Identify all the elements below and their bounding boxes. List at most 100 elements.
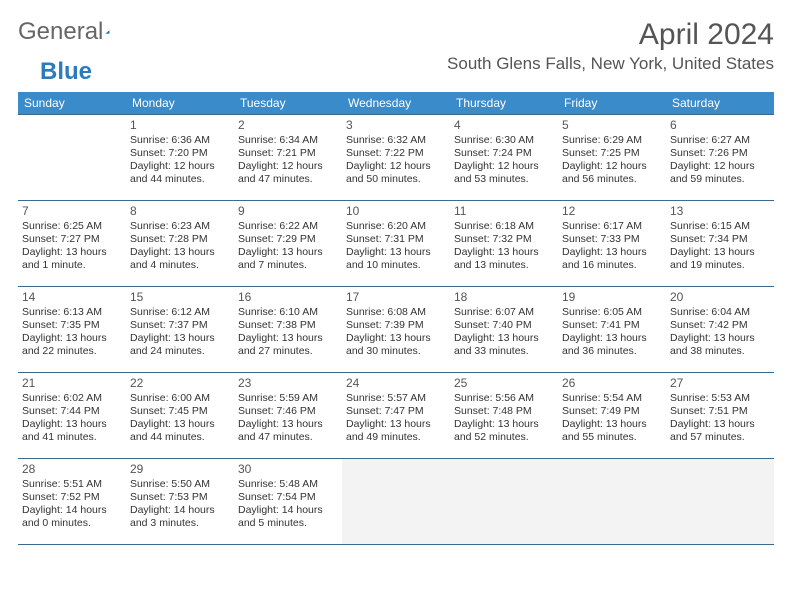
sunset-text: Sunset: 7:48 PM — [454, 405, 554, 418]
sunrise-text: Sunrise: 6:12 AM — [130, 306, 230, 319]
day-number: 3 — [346, 118, 446, 133]
daylight-text: Daylight: 12 hours — [130, 160, 230, 173]
daylight-text: Daylight: 14 hours — [22, 504, 122, 517]
day-header: Saturday — [666, 92, 774, 115]
day-number: 5 — [562, 118, 662, 133]
sunset-text: Sunset: 7:42 PM — [670, 319, 770, 332]
sunset-text: Sunset: 7:53 PM — [130, 491, 230, 504]
daylight-text: and 44 minutes. — [130, 173, 230, 186]
sunrise-text: Sunrise: 6:10 AM — [238, 306, 338, 319]
calendar-cell: 3Sunrise: 6:32 AMSunset: 7:22 PMDaylight… — [342, 115, 450, 201]
daylight-text: Daylight: 13 hours — [130, 418, 230, 431]
daylight-text: and 7 minutes. — [238, 259, 338, 272]
daylight-text: and 10 minutes. — [346, 259, 446, 272]
calendar-cell: 7Sunrise: 6:25 AMSunset: 7:27 PMDaylight… — [18, 201, 126, 287]
day-number: 4 — [454, 118, 554, 133]
sunset-text: Sunset: 7:44 PM — [22, 405, 122, 418]
calendar-cell: 10Sunrise: 6:20 AMSunset: 7:31 PMDayligh… — [342, 201, 450, 287]
day-header: Thursday — [450, 92, 558, 115]
day-number: 16 — [238, 290, 338, 305]
daylight-text: and 27 minutes. — [238, 345, 338, 358]
calendar-cell: 18Sunrise: 6:07 AMSunset: 7:40 PMDayligh… — [450, 287, 558, 373]
daylight-text: Daylight: 13 hours — [562, 332, 662, 345]
sunrise-text: Sunrise: 5:51 AM — [22, 478, 122, 491]
daylight-text: Daylight: 13 hours — [562, 418, 662, 431]
daylight-text: Daylight: 13 hours — [670, 332, 770, 345]
daylight-text: Daylight: 13 hours — [670, 418, 770, 431]
sunset-text: Sunset: 7:25 PM — [562, 147, 662, 160]
daylight-text: Daylight: 14 hours — [238, 504, 338, 517]
sunrise-text: Sunrise: 6:15 AM — [670, 220, 770, 233]
daylight-text: Daylight: 13 hours — [454, 246, 554, 259]
location-subtitle: South Glens Falls, New York, United Stat… — [447, 54, 774, 74]
brand-part1: General — [18, 18, 103, 46]
calendar-cell — [342, 459, 450, 545]
sunrise-text: Sunrise: 5:59 AM — [238, 392, 338, 405]
sunrise-text: Sunrise: 6:18 AM — [454, 220, 554, 233]
day-number: 19 — [562, 290, 662, 305]
sunrise-text: Sunrise: 6:36 AM — [130, 134, 230, 147]
sunset-text: Sunset: 7:24 PM — [454, 147, 554, 160]
day-number: 7 — [22, 204, 122, 219]
sunset-text: Sunset: 7:22 PM — [346, 147, 446, 160]
daylight-text: and 47 minutes. — [238, 431, 338, 444]
day-number: 29 — [130, 462, 230, 477]
day-number: 9 — [238, 204, 338, 219]
day-number: 1 — [130, 118, 230, 133]
calendar-cell: 14Sunrise: 6:13 AMSunset: 7:35 PMDayligh… — [18, 287, 126, 373]
calendar-cell — [18, 115, 126, 201]
calendar-cell: 23Sunrise: 5:59 AMSunset: 7:46 PMDayligh… — [234, 373, 342, 459]
calendar-cell: 26Sunrise: 5:54 AMSunset: 7:49 PMDayligh… — [558, 373, 666, 459]
daylight-text: Daylight: 12 hours — [562, 160, 662, 173]
sunset-text: Sunset: 7:45 PM — [130, 405, 230, 418]
calendar-head: SundayMondayTuesdayWednesdayThursdayFrid… — [18, 92, 774, 115]
calendar-cell: 11Sunrise: 6:18 AMSunset: 7:32 PMDayligh… — [450, 201, 558, 287]
calendar-cell: 19Sunrise: 6:05 AMSunset: 7:41 PMDayligh… — [558, 287, 666, 373]
sunrise-text: Sunrise: 6:08 AM — [346, 306, 446, 319]
sunset-text: Sunset: 7:37 PM — [130, 319, 230, 332]
sunrise-text: Sunrise: 5:48 AM — [238, 478, 338, 491]
calendar-cell: 9Sunrise: 6:22 AMSunset: 7:29 PMDaylight… — [234, 201, 342, 287]
day-number: 18 — [454, 290, 554, 305]
sunrise-text: Sunrise: 5:53 AM — [670, 392, 770, 405]
sunset-text: Sunset: 7:34 PM — [670, 233, 770, 246]
sunrise-text: Sunrise: 6:25 AM — [22, 220, 122, 233]
calendar-cell: 12Sunrise: 6:17 AMSunset: 7:33 PMDayligh… — [558, 201, 666, 287]
daylight-text: and 33 minutes. — [454, 345, 554, 358]
daylight-text: and 19 minutes. — [670, 259, 770, 272]
sunset-text: Sunset: 7:26 PM — [670, 147, 770, 160]
daylight-text: and 57 minutes. — [670, 431, 770, 444]
daylight-text: Daylight: 13 hours — [22, 418, 122, 431]
daylight-text: and 3 minutes. — [130, 517, 230, 530]
daylight-text: Daylight: 13 hours — [22, 332, 122, 345]
daylight-text: and 30 minutes. — [346, 345, 446, 358]
daylight-text: Daylight: 13 hours — [346, 332, 446, 345]
calendar-cell — [666, 459, 774, 545]
daylight-text: Daylight: 13 hours — [670, 246, 770, 259]
calendar-cell: 15Sunrise: 6:12 AMSunset: 7:37 PMDayligh… — [126, 287, 234, 373]
sunset-text: Sunset: 7:28 PM — [130, 233, 230, 246]
sunrise-text: Sunrise: 6:02 AM — [22, 392, 122, 405]
calendar-cell: 24Sunrise: 5:57 AMSunset: 7:47 PMDayligh… — [342, 373, 450, 459]
sunset-text: Sunset: 7:33 PM — [562, 233, 662, 246]
sunset-text: Sunset: 7:32 PM — [454, 233, 554, 246]
sunrise-text: Sunrise: 6:29 AM — [562, 134, 662, 147]
calendar-cell: 13Sunrise: 6:15 AMSunset: 7:34 PMDayligh… — [666, 201, 774, 287]
calendar-cell: 8Sunrise: 6:23 AMSunset: 7:28 PMDaylight… — [126, 201, 234, 287]
logo-sail-icon — [105, 21, 110, 43]
calendar-table: SundayMondayTuesdayWednesdayThursdayFrid… — [18, 92, 774, 545]
calendar-cell: 4Sunrise: 6:30 AMSunset: 7:24 PMDaylight… — [450, 115, 558, 201]
daylight-text: Daylight: 14 hours — [130, 504, 230, 517]
daylight-text: Daylight: 13 hours — [346, 246, 446, 259]
sunrise-text: Sunrise: 6:17 AM — [562, 220, 662, 233]
day-number: 13 — [670, 204, 770, 219]
sunrise-text: Sunrise: 6:27 AM — [670, 134, 770, 147]
daylight-text: Daylight: 13 hours — [562, 246, 662, 259]
calendar-cell: 29Sunrise: 5:50 AMSunset: 7:53 PMDayligh… — [126, 459, 234, 545]
sunrise-text: Sunrise: 6:22 AM — [238, 220, 338, 233]
day-number: 26 — [562, 376, 662, 391]
day-number: 6 — [670, 118, 770, 133]
daylight-text: and 52 minutes. — [454, 431, 554, 444]
daylight-text: and 55 minutes. — [562, 431, 662, 444]
day-header: Tuesday — [234, 92, 342, 115]
